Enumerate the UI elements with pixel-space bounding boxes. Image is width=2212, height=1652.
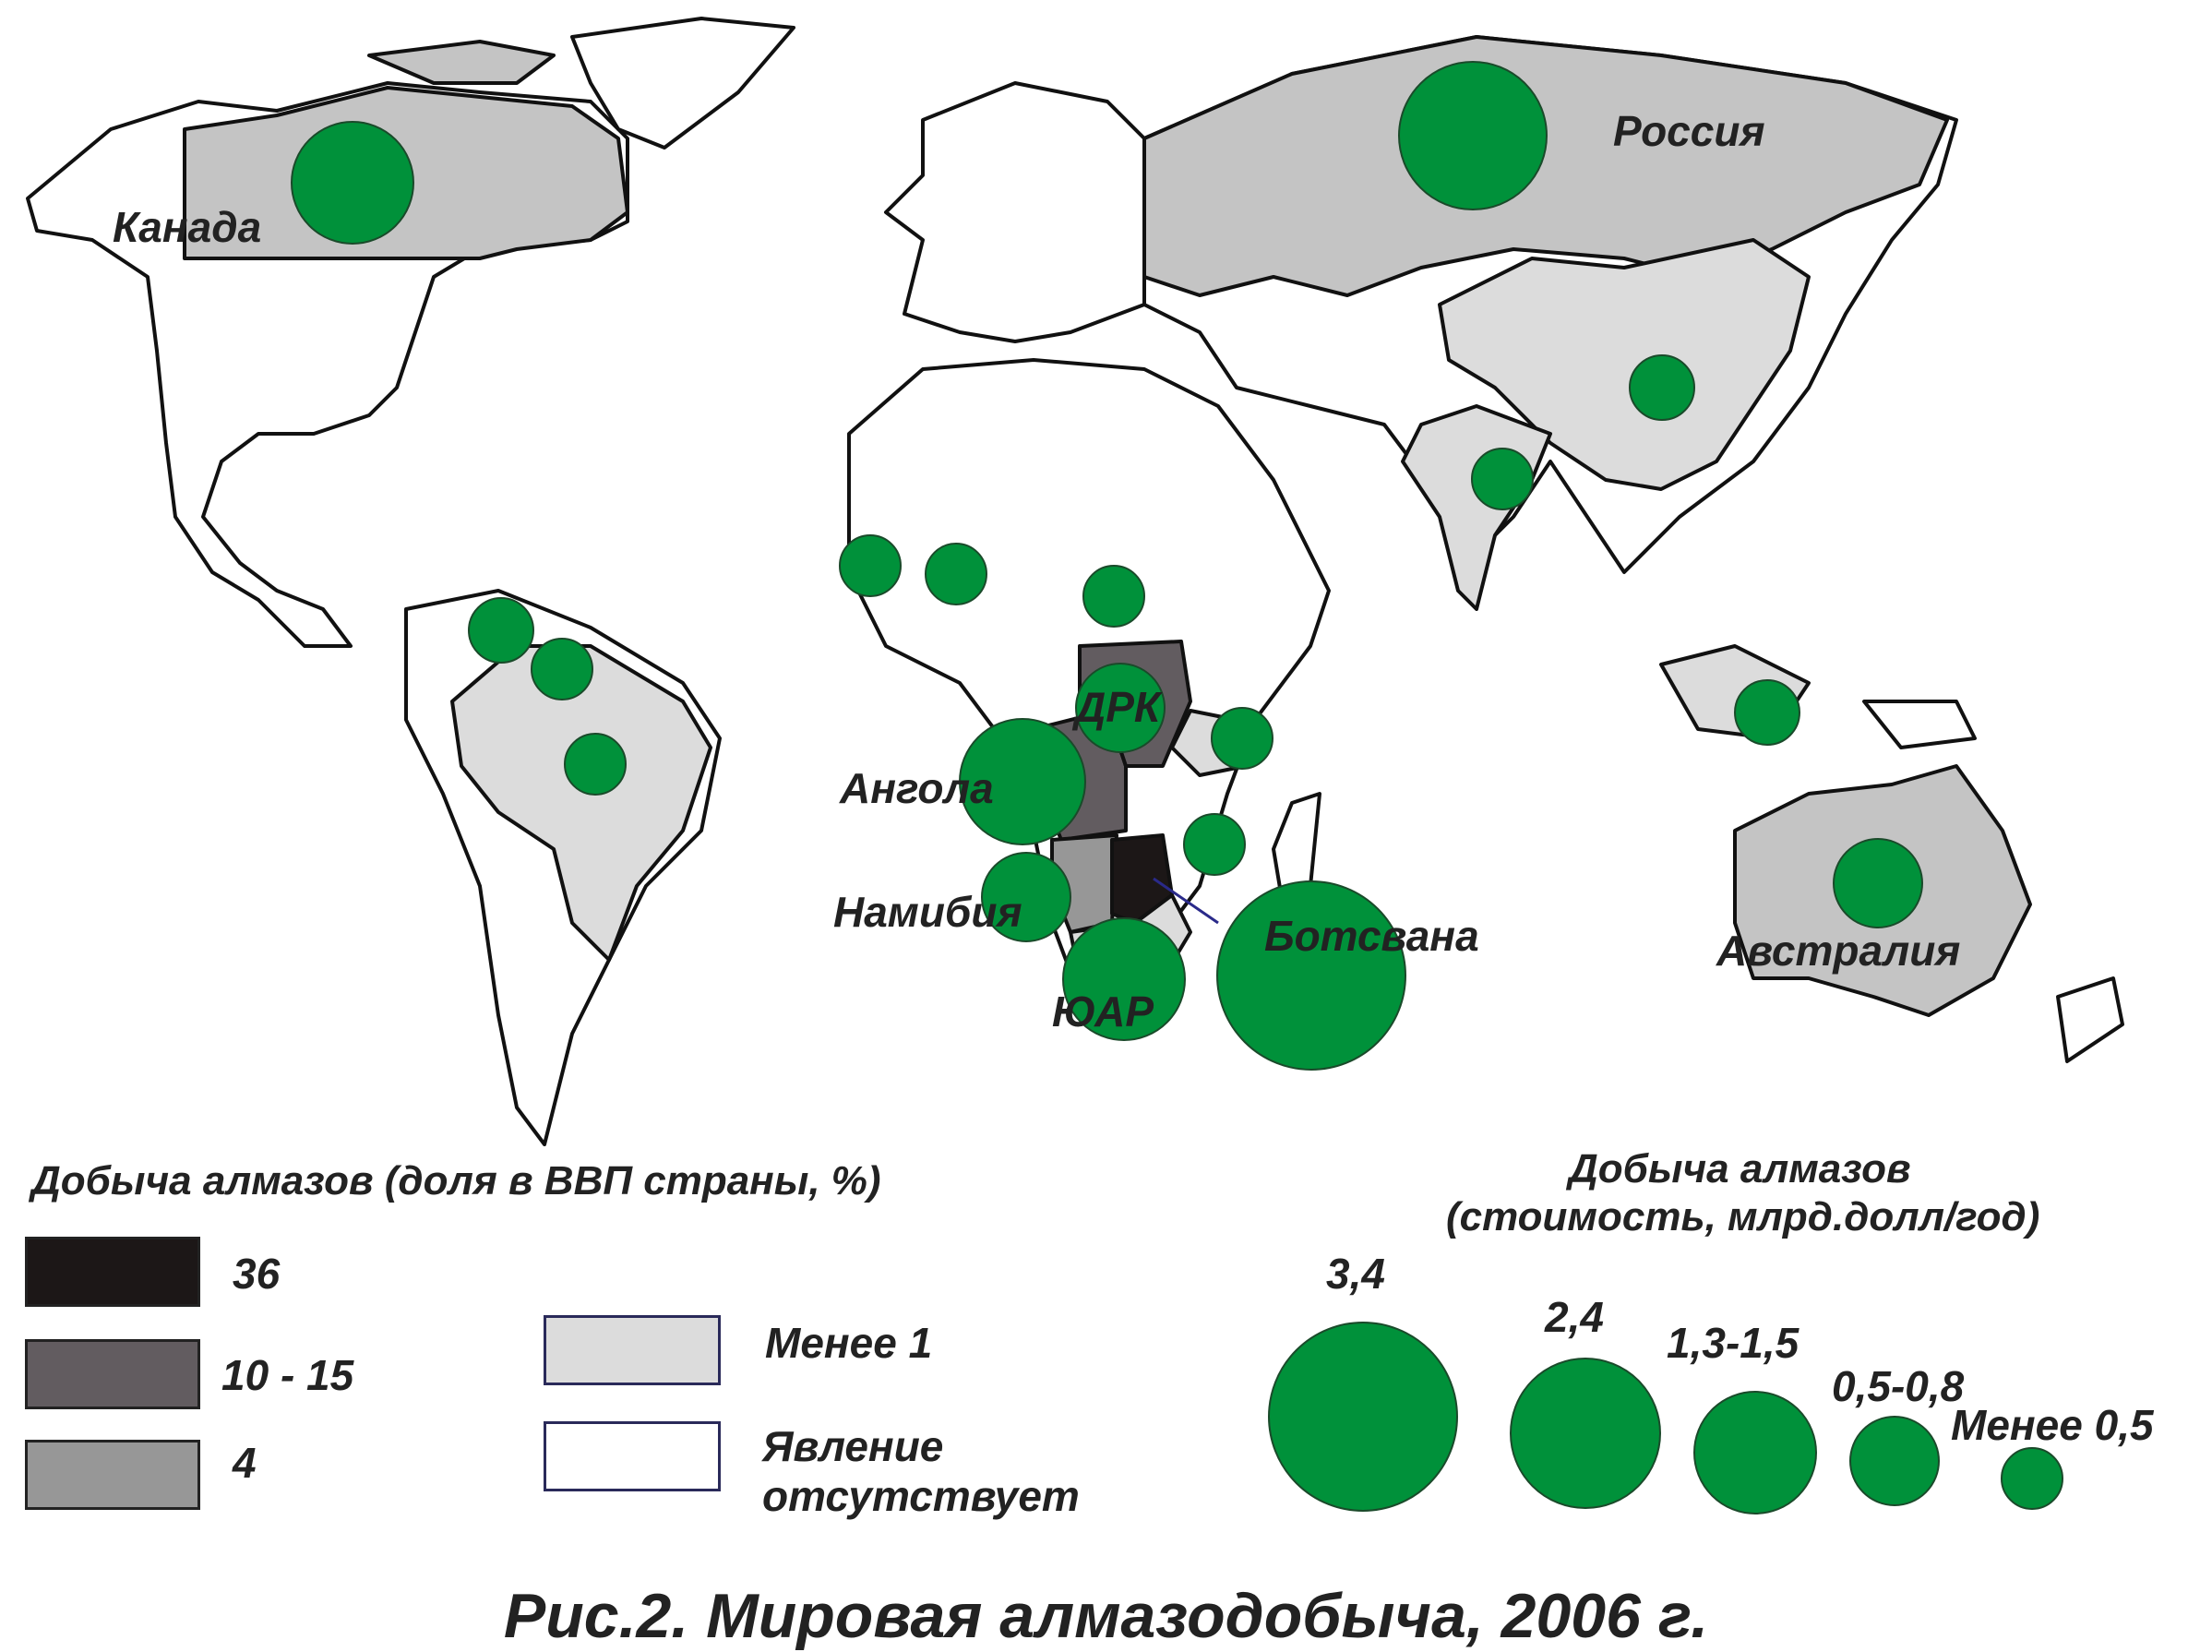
swatch-10-15 (25, 1339, 200, 1409)
legend-value-label-lt-0-5: Менее 0,5 (1951, 1401, 2154, 1449)
bubble-zimbabwe (1183, 813, 1246, 876)
figure-caption: Рис.2. Мировая алмазодобыча, 2006 г. (503, 1581, 1709, 1651)
legend-value-title-line2: (стоимость, млрд.долл/год) (1446, 1194, 2040, 1239)
bubble-australia (1833, 838, 1923, 928)
label-australia: Австралия (1716, 927, 1960, 975)
bubble-guinea (839, 534, 902, 597)
bubble-brazil (564, 733, 627, 796)
bubble-canada (291, 121, 414, 245)
legend-value-label-3-4: 3,4 (1326, 1250, 1385, 1298)
new-zealand-shape (2056, 976, 2124, 1063)
swatch-36 (25, 1237, 200, 1307)
label-drc: ДРК (1071, 683, 1163, 731)
botswana-leader-line (1153, 877, 1219, 925)
bubble-rsa (1062, 917, 1186, 1041)
india-shape (1401, 404, 1552, 611)
bubble-liberia (925, 543, 987, 605)
greenland-shape (570, 17, 795, 150)
arctic-islands-shape (367, 40, 556, 85)
bubble-angola (959, 718, 1086, 845)
label-rsa: ЮАР (1052, 988, 1154, 1035)
bubble-russia (1398, 61, 1548, 210)
legend-label-4: 4 (233, 1439, 257, 1487)
brazil-shape (450, 644, 712, 962)
china-shape (1438, 238, 1811, 491)
new-guinea-shape (1862, 700, 1977, 749)
legend-value-title-line1: Добыча алмазов (1569, 1146, 1911, 1191)
legend-value-label-0-5: 0,5-0,8 (1832, 1362, 1965, 1410)
swatch-4 (25, 1440, 200, 1510)
bubble-tanzania (1211, 707, 1273, 770)
bubble-car (1082, 565, 1145, 628)
label-russia: Россия (1613, 107, 1765, 155)
bubble-indonesia (1734, 679, 1800, 746)
bubble-namibia (981, 852, 1071, 942)
label-namibia: Намибия (833, 888, 1022, 936)
legend-label-36: 36 (233, 1250, 281, 1298)
bubble-china (1629, 354, 1695, 421)
bubble-india (1471, 448, 1534, 510)
swatch-absent (544, 1421, 721, 1491)
legend-value-label-1-3: 1,3-1,5 (1667, 1319, 1799, 1367)
legend-value-label-2-4: 2,4 (1545, 1293, 1604, 1341)
bubble-guyana (531, 638, 593, 700)
europe-shape (884, 81, 1146, 343)
legend-label-absent: Явление отсутствует (762, 1422, 1080, 1520)
bubble-drc (1075, 663, 1166, 753)
legend-label-less-than-1: Менее 1 (765, 1319, 933, 1367)
legend-share-title: Добыча алмазов (доля в ВВП страны, %) (31, 1158, 881, 1203)
bubble-botswana (1216, 880, 1406, 1071)
label-angola: Ангола (839, 764, 994, 812)
legend-label-10-15: 10 - 15 (221, 1351, 354, 1399)
label-botswana: Ботсвана (1264, 912, 1479, 960)
swatch-less-than-1 (544, 1315, 721, 1385)
bubble-venezuela (468, 597, 534, 664)
label-canada: Канада (113, 203, 261, 251)
